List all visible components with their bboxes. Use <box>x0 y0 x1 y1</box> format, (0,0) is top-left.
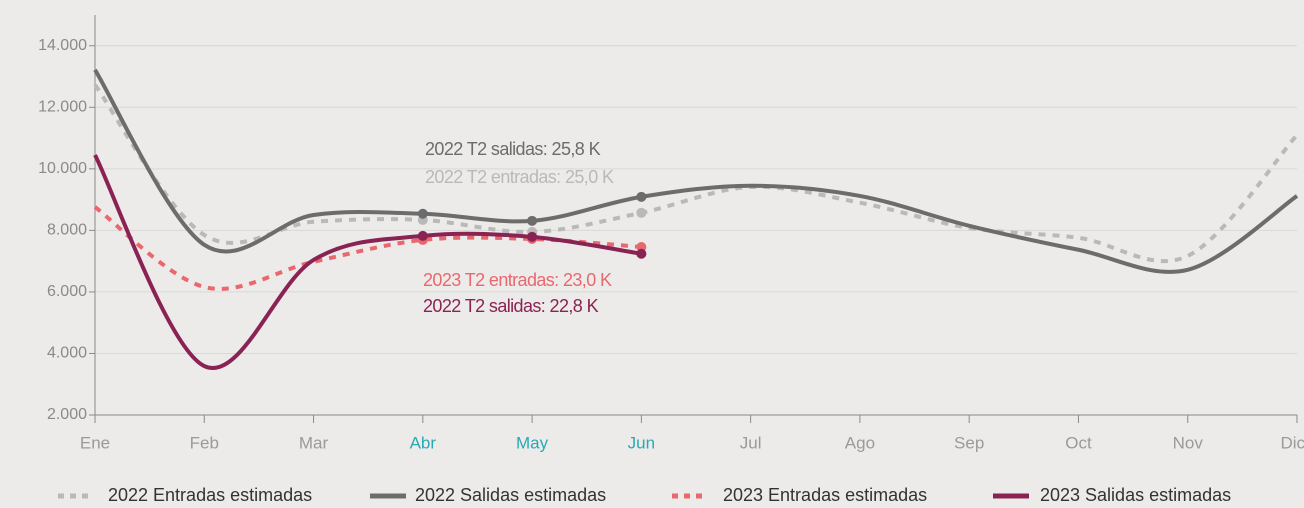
x-tick-label: Jul <box>740 433 762 452</box>
y-tick-label: 6.000 <box>47 283 87 300</box>
y-tick-label: 4.000 <box>47 345 87 362</box>
y-tick-label: 2.000 <box>47 406 87 423</box>
x-tick-label: Sep <box>954 433 984 452</box>
x-tick-label: Mar <box>299 433 329 452</box>
point <box>636 207 647 218</box>
legend-label: 2023 Salidas estimadas <box>1040 485 1231 505</box>
series-line <box>93 83 1299 263</box>
x-tick-label: Dic <box>1280 433 1304 452</box>
point <box>417 230 428 241</box>
x-tick-label: Ago <box>845 433 875 452</box>
point <box>636 191 647 202</box>
y-tick-label: 8.000 <box>47 222 87 239</box>
x-tick-label: May <box>516 433 549 452</box>
x-tick-label: Abr <box>410 433 437 452</box>
series-line <box>93 68 1299 274</box>
x-tick-label: Feb <box>190 433 219 452</box>
x-tick-label: Nov <box>1173 433 1204 452</box>
annotation: 2022 T2 salidas: 22,8 K <box>423 296 599 316</box>
legend-label: 2022 Entradas estimadas <box>108 485 312 505</box>
point <box>417 208 428 219</box>
legend-label: 2023 Entradas estimadas <box>723 485 927 505</box>
y-tick-label: 14.000 <box>38 37 87 54</box>
series-line <box>93 154 642 371</box>
point <box>636 248 647 259</box>
y-tick-label: 10.000 <box>38 160 87 177</box>
y-tick-label: 12.000 <box>38 99 87 116</box>
annotation: 2023 T2 entradas: 23,0 K <box>423 270 612 290</box>
annotation: 2022 T2 salidas: 25,8 K <box>425 139 601 159</box>
x-tick-label: Jun <box>628 433 655 452</box>
x-tick-label: Ene <box>80 433 110 452</box>
x-tick-label: Oct <box>1065 433 1092 452</box>
legend-label: 2022 Salidas estimadas <box>415 485 606 505</box>
point <box>527 215 538 226</box>
point <box>527 231 538 242</box>
annotation: 2022 T2 entradas: 25,0 K <box>425 167 614 187</box>
